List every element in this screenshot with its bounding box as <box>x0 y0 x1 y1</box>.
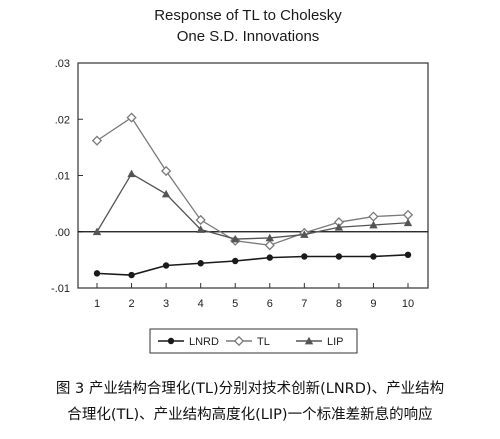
figure-caption: 图 3 产业结构合理化(TL)分别对技术创新(LNRD)、产业结构 合理化(TL… <box>0 376 500 428</box>
legend-label-lnrd: LNRD <box>189 336 219 348</box>
y-tick-label: .03 <box>55 58 70 70</box>
data-point-tl <box>368 211 379 222</box>
data-point-lip <box>403 218 413 227</box>
y-axis: .03 .02 .01 .00 -.01 <box>51 58 83 295</box>
legend-marker-lip <box>304 336 314 345</box>
data-point-lnrd <box>93 270 101 277</box>
data-point-tl <box>195 214 206 226</box>
x-tick-label: 6 <box>267 298 273 310</box>
data-point-lnrd <box>335 253 343 260</box>
legend-item-tl: TL <box>226 335 270 348</box>
data-point-lip <box>334 223 344 231</box>
x-tick-label: 10 <box>402 298 414 310</box>
legend-box <box>149 328 358 354</box>
chart-title-line-2: One S.D. Innovations <box>177 28 320 45</box>
series-tl <box>91 112 414 251</box>
y-tick-label: .00 <box>55 227 70 239</box>
data-point-lnrd <box>162 262 170 269</box>
y-tick-label: -.01 <box>51 283 70 295</box>
data-point-lnrd <box>128 271 135 279</box>
x-tick-label: 1 <box>94 298 100 310</box>
data-point-lnrd <box>266 254 273 261</box>
data-point-tl <box>402 209 414 220</box>
x-tick-label: 7 <box>301 298 307 310</box>
data-point-lip <box>196 225 205 233</box>
series-line-lip <box>96 172 409 240</box>
series-lnrd <box>93 251 412 279</box>
x-axis: 1 2 3 4 5 6 7 8 9 10 <box>94 283 414 310</box>
data-point-tl <box>91 135 103 146</box>
data-point-lnrd <box>301 253 308 260</box>
data-point-lnrd <box>197 260 204 267</box>
x-tick-label: 9 <box>370 298 376 310</box>
legend-marker-lnrd <box>167 337 175 345</box>
x-tick-label: 8 <box>336 298 342 310</box>
series-lip <box>92 169 413 243</box>
data-point-lip <box>265 233 274 242</box>
data-point-lip <box>127 169 136 178</box>
series-line-tl <box>96 116 409 246</box>
x-tick-label: 2 <box>128 298 134 310</box>
x-tick-label: 3 <box>163 298 169 310</box>
data-point-lnrd <box>232 257 239 265</box>
data-point-lip <box>92 227 102 236</box>
chart-title-line-1: Response of TL to Cholesky <box>154 7 342 24</box>
series-lines <box>91 112 414 279</box>
data-point-lip <box>231 234 240 243</box>
y-tick-label: .01 <box>55 171 70 183</box>
legend-label-tl: TL <box>257 336 270 348</box>
y-tick-label: .02 <box>55 114 70 126</box>
data-point-lnrd <box>404 251 412 259</box>
x-tick-label: 4 <box>198 298 204 310</box>
chart-legend: LNRD TL LIP <box>149 328 358 354</box>
data-point-lip <box>161 189 171 198</box>
data-point-tl <box>160 165 172 177</box>
legend-label-lip: LIP <box>327 336 344 348</box>
data-point-lip <box>300 230 309 238</box>
data-point-lip <box>369 220 378 229</box>
data-point-tl <box>264 240 275 251</box>
data-point-tl <box>126 112 137 123</box>
series-line-lnrd <box>96 254 409 276</box>
caption-line-2: 合理化(TL)、产业结构高度化(LIP)一个标准差新息的响应 <box>67 407 433 423</box>
legend-marker-tl <box>233 335 245 347</box>
legend-item-lip: LIP <box>296 336 344 348</box>
data-point-lnrd <box>370 253 377 260</box>
x-tick-label: 5 <box>232 298 238 310</box>
caption-line-1: 图 3 产业结构合理化(TL)分别对技术创新(LNRD)、产业结构 <box>55 381 445 397</box>
legend-item-lnrd: LNRD <box>158 336 219 348</box>
